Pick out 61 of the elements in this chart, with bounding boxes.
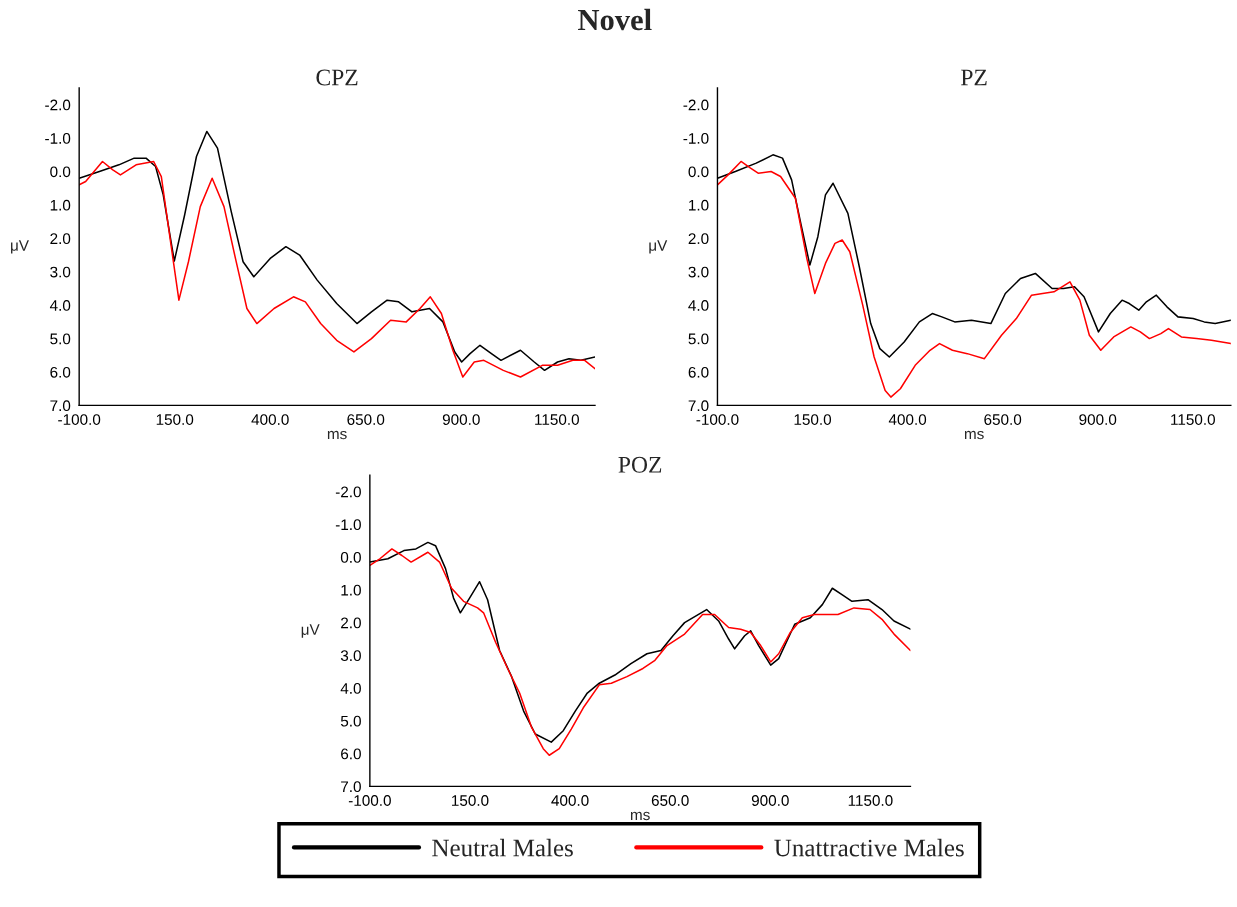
line-series <box>717 160 1231 398</box>
y-tick-label: 7.0 <box>50 400 71 412</box>
chart-title: POZ <box>618 456 662 473</box>
y-tick-label: 0.0 <box>340 552 361 563</box>
y-tick-label: 4.0 <box>49 300 71 311</box>
y-tick-label: 7.0 <box>688 400 709 412</box>
y-tick-label: 2.0 <box>50 233 71 245</box>
y-tick-label: 6.0 <box>341 748 361 760</box>
y-tick-label: -1.0 <box>335 519 361 531</box>
x-tick-label: -100.0 <box>696 414 739 425</box>
y-tick-label: -2.0 <box>683 99 709 111</box>
y-axis-title: μV <box>649 240 668 254</box>
x-tick-label: 650.0 <box>651 795 689 806</box>
y-tick-label: 5.0 <box>688 333 709 345</box>
x-tick-label: 1150.0 <box>1171 414 1215 425</box>
y-tick-label: 2.0 <box>341 617 361 629</box>
y-tick-label: -2.0 <box>45 99 71 111</box>
y-tick-label: 2.0 <box>688 233 709 245</box>
chart-title: CPZ <box>316 69 358 86</box>
y-tick-label: 5.0 <box>50 333 71 345</box>
x-tick-label: 900.0 <box>442 414 480 425</box>
x-tick-label: 650.0 <box>347 414 385 425</box>
x-axis-title: ms <box>630 811 650 821</box>
text: Novel <box>578 8 652 31</box>
y-tick-label: 5.0 <box>340 715 361 727</box>
x-tick-label: 150.0 <box>794 414 832 425</box>
x-tick-label: 400.0 <box>551 795 589 806</box>
x-tick-label: 1150.0 <box>848 795 893 806</box>
x-tick-label: 650.0 <box>984 414 1022 425</box>
x-tick-label: 900.0 <box>751 795 789 806</box>
y-tick-label: 6.0 <box>50 366 71 378</box>
y-tick-label: 4.0 <box>340 682 361 694</box>
x-tick-label: 400.0 <box>251 414 289 425</box>
x-axis-title: ms <box>964 430 984 440</box>
x-tick-label: 900.0 <box>1079 414 1117 425</box>
y-tick-label: 1.0 <box>689 199 709 211</box>
legend-label: Neutral Males <box>432 838 573 857</box>
x-tick-label: -100.0 <box>58 414 101 425</box>
x-axis-title: ms <box>327 430 347 440</box>
legend-label: Unattractive Males <box>774 838 964 857</box>
x-tick-label: 400.0 <box>888 414 927 425</box>
y-axis-title: μV <box>301 624 320 638</box>
y-tick-label: -1.0 <box>45 132 71 144</box>
x-tick-label: 150.0 <box>452 795 489 806</box>
y-tick-label: 3.0 <box>688 266 709 278</box>
y-tick-label: 3.0 <box>340 650 361 662</box>
chart-title: PZ <box>961 69 987 86</box>
y-tick-label: 3.0 <box>50 266 71 278</box>
y-tick-label: 0.0 <box>50 166 71 178</box>
y-tick-label: 1.0 <box>50 199 71 211</box>
y-tick-label: -1.0 <box>683 132 709 144</box>
x-tick-label: 150.0 <box>156 414 194 425</box>
y-tick-label: 4.0 <box>688 300 709 311</box>
y-tick-label: 6.0 <box>688 366 709 378</box>
y-tick-label: 1.0 <box>341 584 361 596</box>
x-tick-label: 1150.0 <box>535 414 579 425</box>
y-tick-label: 7.0 <box>341 781 361 793</box>
y-tick-label: 0.0 <box>688 166 709 178</box>
y-tick-label: -2.0 <box>335 486 361 498</box>
x-tick-label: -100.0 <box>348 795 391 806</box>
y-axis-title: μV <box>11 240 29 254</box>
